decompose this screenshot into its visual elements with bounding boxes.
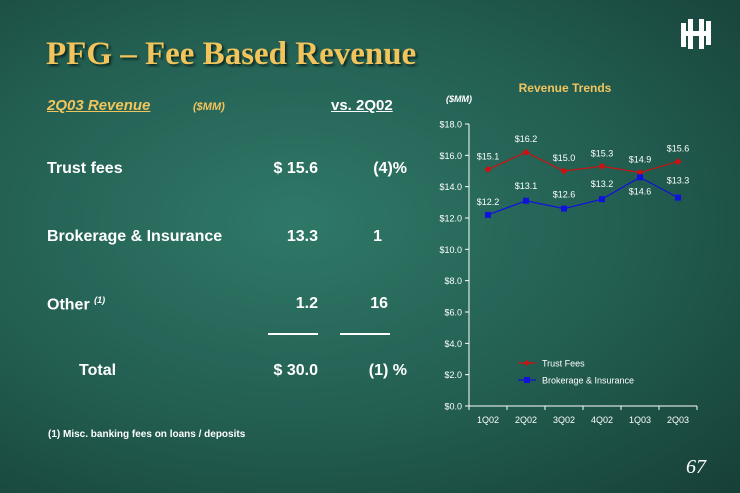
data-label: $13.2: [591, 179, 614, 189]
data-label: $14.9: [629, 155, 652, 165]
data-label: $16.2: [515, 134, 538, 144]
trust-point: [598, 162, 606, 170]
compare-heading: vs. 2Q02: [331, 97, 393, 114]
bank-logo-icon: [681, 19, 711, 49]
x-tick-label: 2Q02: [515, 415, 537, 425]
x-tick-label: 2Q03: [667, 415, 689, 425]
row-change-other: 16: [370, 295, 388, 312]
y-tick-label: $10.0: [439, 245, 462, 255]
footnote: (1) Misc. banking fees on loans / deposi…: [48, 429, 246, 440]
row-value-other: 1.2: [295, 295, 318, 312]
page-number: 67: [686, 456, 706, 478]
data-label: $13.1: [515, 181, 538, 191]
slide-title: PFG – Fee Based Revenue: [46, 36, 417, 72]
series-line-0: [487, 151, 679, 174]
chart-units: ($MM): [446, 94, 472, 104]
data-label: $12.6: [553, 190, 576, 200]
y-tick-label: $18.0: [439, 120, 462, 130]
table-heading: 2Q03 Revenue: [47, 97, 151, 114]
y-tick-label: $6.0: [444, 308, 462, 318]
table-units: ($MM): [193, 101, 225, 113]
row-change-total: (1) %: [368, 362, 407, 379]
legend-marker: [524, 377, 530, 383]
y-tick-label: $14.0: [439, 182, 462, 192]
data-label: $14.6: [629, 186, 652, 196]
brokerage-point: [561, 205, 567, 212]
brokerage-point: [599, 196, 605, 203]
row-value-trust: $ 15.6: [273, 160, 318, 177]
row-label-other: Other (1): [47, 295, 106, 314]
row-change-brokerage: 1: [373, 228, 382, 245]
x-tick-label: 1Q02: [477, 415, 499, 425]
trust-point: [522, 148, 530, 156]
x-tick-label: 1Q03: [629, 415, 651, 425]
value-subtotal-rule: [268, 333, 318, 335]
row-change-trust: (4)%: [373, 160, 407, 177]
x-tick-label: 4Q02: [591, 415, 613, 425]
x-tick-label: 3Q02: [553, 415, 575, 425]
legend-label: Brokerage & Insurance: [542, 376, 634, 386]
row-value-total: $ 30.0: [273, 362, 318, 379]
y-tick-label: $2.0: [444, 370, 462, 380]
trust-point: [484, 165, 492, 173]
y-tick-label: $8.0: [444, 276, 462, 286]
row-label-trust: Trust fees: [47, 160, 123, 177]
row-label-total: Total: [79, 362, 117, 379]
series-line-1: [487, 176, 679, 216]
data-label: $12.2: [477, 197, 500, 207]
row-value-brokerage: 13.3: [286, 228, 318, 245]
data-label: $15.1: [477, 151, 500, 161]
y-tick-label: $0.0: [444, 402, 462, 412]
row-label-brokerage: Brokerage & Insurance: [47, 228, 223, 245]
change-subtotal-rule: [340, 333, 390, 335]
legend-label: Trust Fees: [542, 359, 585, 369]
footnote-marker: (1): [94, 295, 106, 305]
brokerage-point: [485, 211, 491, 218]
brokerage-point: [523, 197, 529, 204]
data-label: $15.0: [553, 153, 576, 163]
data-label: $15.3: [591, 148, 614, 158]
brokerage-point: [637, 174, 643, 181]
brokerage-point: [675, 194, 681, 201]
chart-title: Revenue Trends: [518, 81, 612, 95]
legend-marker: [524, 360, 530, 366]
y-tick-label: $12.0: [439, 214, 462, 224]
data-label: $15.6: [667, 144, 690, 154]
trust-point: [560, 167, 568, 175]
y-tick-label: $16.0: [439, 151, 462, 161]
y-tick-label: $4.0: [444, 339, 462, 349]
data-label: $13.3: [667, 176, 690, 186]
trust-point: [674, 158, 682, 166]
